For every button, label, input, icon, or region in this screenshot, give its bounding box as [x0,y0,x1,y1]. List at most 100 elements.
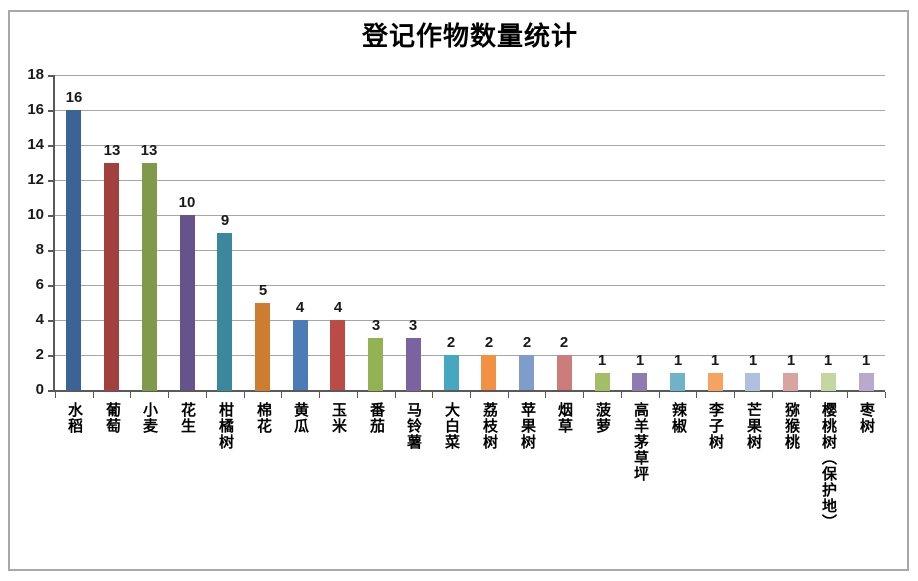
bar-value-label: 9 [220,212,230,229]
bar-value-label: 13 [103,142,121,159]
bar-value-label: 1 [597,352,607,369]
x-axis-tick [357,392,358,398]
bar-value-label: 4 [333,299,343,316]
bar-value-label: 1 [710,352,720,369]
y-tick-label: 2 [35,346,44,363]
bar-value-label: 1 [786,352,796,369]
x-tick-label: 烟草 [556,402,573,434]
y-tick-label: 14 [27,136,44,153]
y-axis-tick [48,390,55,392]
x-tick-label: 菠萝 [594,402,611,434]
x-axis-tick [583,392,584,398]
bar-value-label: 1 [748,352,758,369]
x-axis-tick [810,392,811,398]
x-tick-label: 芒果树 [745,402,762,450]
bar-value-label: 1 [635,352,645,369]
y-axis-tick [48,145,55,147]
bar [745,373,760,391]
gridline [55,180,885,181]
y-tick-label: 18 [27,66,44,83]
x-axis-tick [206,392,207,398]
bar [444,355,459,390]
x-tick-label: 棉花 [255,402,272,434]
bar-value-label: 5 [258,282,268,299]
x-axis-tick [395,392,396,398]
bar [180,215,195,390]
x-tick-label: 马铃薯 [405,402,422,450]
x-axis-tick [847,392,848,398]
x-axis-line [53,390,885,392]
gridline [55,250,885,251]
x-axis-tick [696,392,697,398]
x-tick-label: 小麦 [141,402,158,434]
gridline [55,285,885,286]
bar [632,373,647,391]
bar [406,338,421,391]
bar [708,373,723,391]
bar [330,320,345,390]
chart-frame [8,10,909,571]
x-tick-label: 苹果树 [519,402,536,450]
bar [519,355,534,390]
bar [142,163,157,391]
bar [670,373,685,391]
x-axis-tick [319,392,320,398]
y-tick-label: 6 [35,276,44,293]
x-tick-label: 番茄 [368,402,385,434]
chart-title: 登记作物数量统计 [361,21,578,51]
y-tick-label: 10 [27,206,44,223]
gridline [55,355,885,356]
bar [217,233,232,391]
x-tick-label: 玉米 [330,402,347,434]
x-axis-tick [93,392,94,398]
y-tick-label: 16 [27,101,44,118]
y-axis-tick [48,250,55,252]
x-tick-label: 葡萄 [104,402,121,434]
x-axis-tick [244,392,245,398]
x-tick-label: 辣椒 [670,402,687,434]
x-tick-label: 花生 [179,402,196,434]
x-axis-tick [734,392,735,398]
x-tick-label: 柑橘树 [217,402,234,450]
bar-value-label: 2 [446,334,456,351]
bar-value-label: 4 [295,299,305,316]
x-axis-tick [659,392,660,398]
bar [255,303,270,391]
y-tick-label: 8 [35,241,44,258]
y-axis-tick [48,285,55,287]
y-tick-label: 4 [35,311,44,328]
bar-value-label: 2 [522,334,532,351]
gridline [55,320,885,321]
x-axis-tick [281,392,282,398]
bar-value-label: 2 [484,334,494,351]
y-axis-tick [48,110,55,112]
y-axis-tick [48,215,55,217]
bar [595,373,610,391]
bar [66,110,81,390]
bar-value-label: 1 [673,352,683,369]
x-axis-tick [55,392,56,398]
y-tick-label: 0 [35,381,44,398]
bar-value-label: 2 [559,334,569,351]
x-tick-label: 樱桃树（保护地） [820,402,837,530]
x-tick-label: 李子树 [707,402,724,450]
x-axis-tick [885,392,886,398]
x-axis-tick [545,392,546,398]
y-axis-tick [48,75,55,77]
x-tick-label: 水稻 [66,402,83,434]
x-tick-label: 高羊茅草坪 [632,402,649,482]
x-tick-label: 荔枝树 [481,402,498,450]
bar-value-label: 10 [178,194,196,211]
bar [293,320,308,390]
x-axis-tick [130,392,131,398]
y-axis-tick [48,355,55,357]
y-axis-line [53,75,55,392]
y-axis-tick [48,180,55,182]
x-axis-tick [470,392,471,398]
bar [821,373,836,391]
x-axis-tick [168,392,169,398]
y-axis-tick [48,320,55,322]
bar [104,163,119,391]
x-axis-tick [621,392,622,398]
